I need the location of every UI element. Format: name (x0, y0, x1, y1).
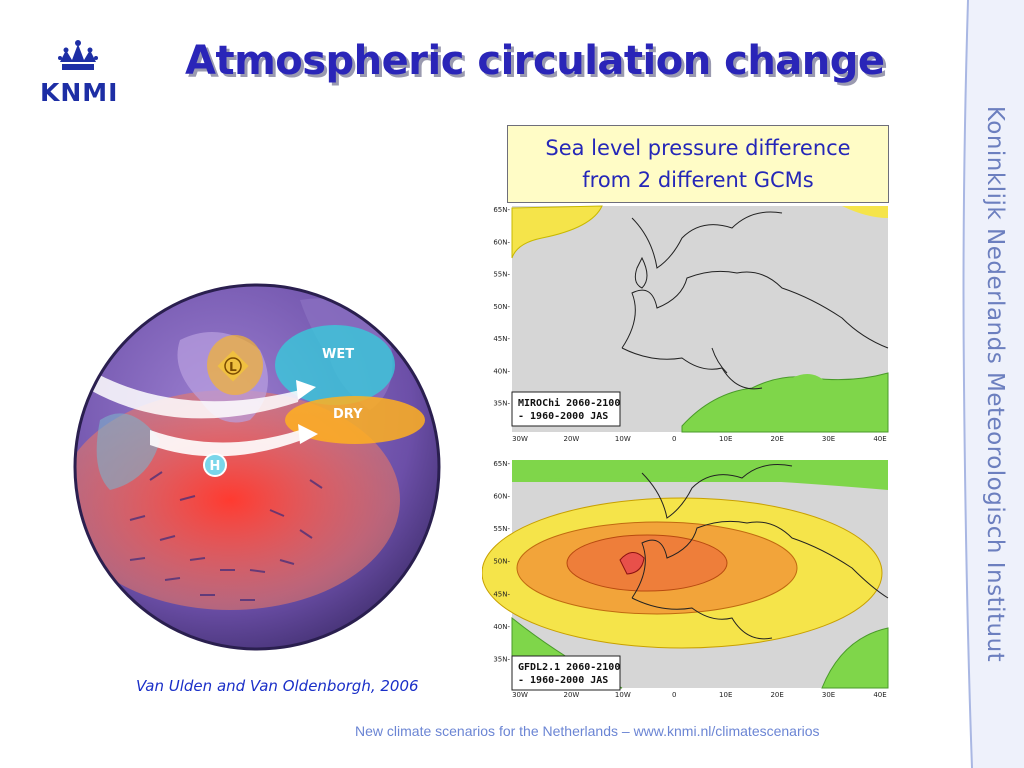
bottom-map-label-2: - 1960-2000 JAS (518, 675, 608, 686)
lon-tick-label: 10W (615, 435, 631, 443)
high-pressure-marker: H (203, 453, 227, 477)
lat-tick-label: 40N- (493, 367, 510, 375)
callout-line-2: from 2 different GCMs (582, 168, 814, 192)
crown-icon (58, 40, 98, 70)
lon-tick-label: 10E (719, 691, 732, 698)
lon-tick-label: 10E (719, 435, 732, 443)
lat-tick-label: 55N- (493, 271, 510, 279)
lon-tick-label: 0 (672, 435, 676, 443)
top-lat-axis: 65N- 60N- 55N- 50N- 45N- 40N- 35N- (493, 206, 510, 408)
low-label: L (229, 360, 237, 374)
low-pressure-marker: L (217, 350, 249, 382)
callout-box: Sea level pressure difference from 2 dif… (507, 125, 889, 203)
bottom-lon-axis: 30W 20W 10W 0 10E 20E 30E 40E (512, 691, 887, 698)
citation: Van Ulden and Van Oldenborgh, 2006 (136, 677, 419, 695)
globe-illustration: L H WET DRY (73, 283, 441, 651)
lon-tick-label: 40E (873, 691, 886, 698)
lat-tick-label: 55N- (493, 525, 510, 533)
lon-tick-label: 20W (564, 435, 580, 443)
gcm-maps: MIROChi 2060-2100 - 1960-2000 JAS 65N- 60… (482, 205, 889, 698)
lat-tick-label: 40N- (493, 623, 510, 631)
lon-tick-label: 40E (873, 435, 886, 443)
callout-line-1: Sea level pressure difference (545, 136, 851, 160)
bottom-lat-axis: 65N- 60N- 55N- 50N- 45N- 40N- 35N- (493, 460, 510, 663)
slide-title: Atmospheric circulation change (185, 38, 885, 84)
lon-tick-label: 30E (822, 435, 835, 443)
map-miroc: MIROChi 2060-2100 - 1960-2000 JAS (511, 205, 889, 433)
institute-name: Koninklijk Nederlands Meteorologisch Ins… (982, 105, 1008, 663)
knmi-logo (58, 40, 98, 70)
lon-tick-label: 0 (672, 691, 676, 698)
bottom-map-label-1: GFDL2.1 2060-2100 (518, 662, 620, 673)
lon-tick-label: 20W (564, 691, 580, 698)
top-map-label-1: MIROChi 2060-2100 (518, 397, 620, 409)
lon-tick-label: 20E (770, 435, 783, 443)
lon-tick-label: 30W (512, 435, 528, 443)
footer: New climate scenarios for the Netherland… (355, 723, 820, 739)
lat-tick-label: 45N- (493, 335, 510, 343)
lat-tick-label: 50N- (493, 558, 510, 566)
side-panel (962, 0, 1024, 768)
lat-tick-label: 60N- (493, 493, 510, 501)
lon-tick-label: 30E (822, 691, 835, 698)
logo-text: KNMI (40, 78, 119, 107)
dry-region (285, 396, 425, 444)
map-gfdl: GFDL2.1 2060-2100 - 1960-2000 JAS (482, 460, 889, 691)
lon-tick-label: 30W (512, 691, 528, 698)
top-lon-axis: 30W 20W 10W 0 10E 20E 30E 40E (512, 435, 887, 443)
lat-tick-label: 60N- (493, 238, 510, 246)
lat-tick-label: 45N- (493, 590, 510, 598)
lat-tick-label: 35N- (493, 400, 510, 408)
top-map-label-2: - 1960-2000 JAS (518, 411, 608, 422)
lat-tick-label: 65N- (493, 460, 510, 468)
lat-tick-label: 35N- (493, 655, 510, 663)
lon-tick-label: 10W (615, 691, 631, 698)
lat-tick-label: 65N- (493, 206, 510, 214)
wet-label: WET (322, 347, 354, 362)
dry-label: DRY (333, 407, 363, 422)
high-label: H (210, 459, 221, 474)
lon-tick-label: 20E (770, 691, 783, 698)
lat-tick-label: 50N- (493, 303, 510, 311)
